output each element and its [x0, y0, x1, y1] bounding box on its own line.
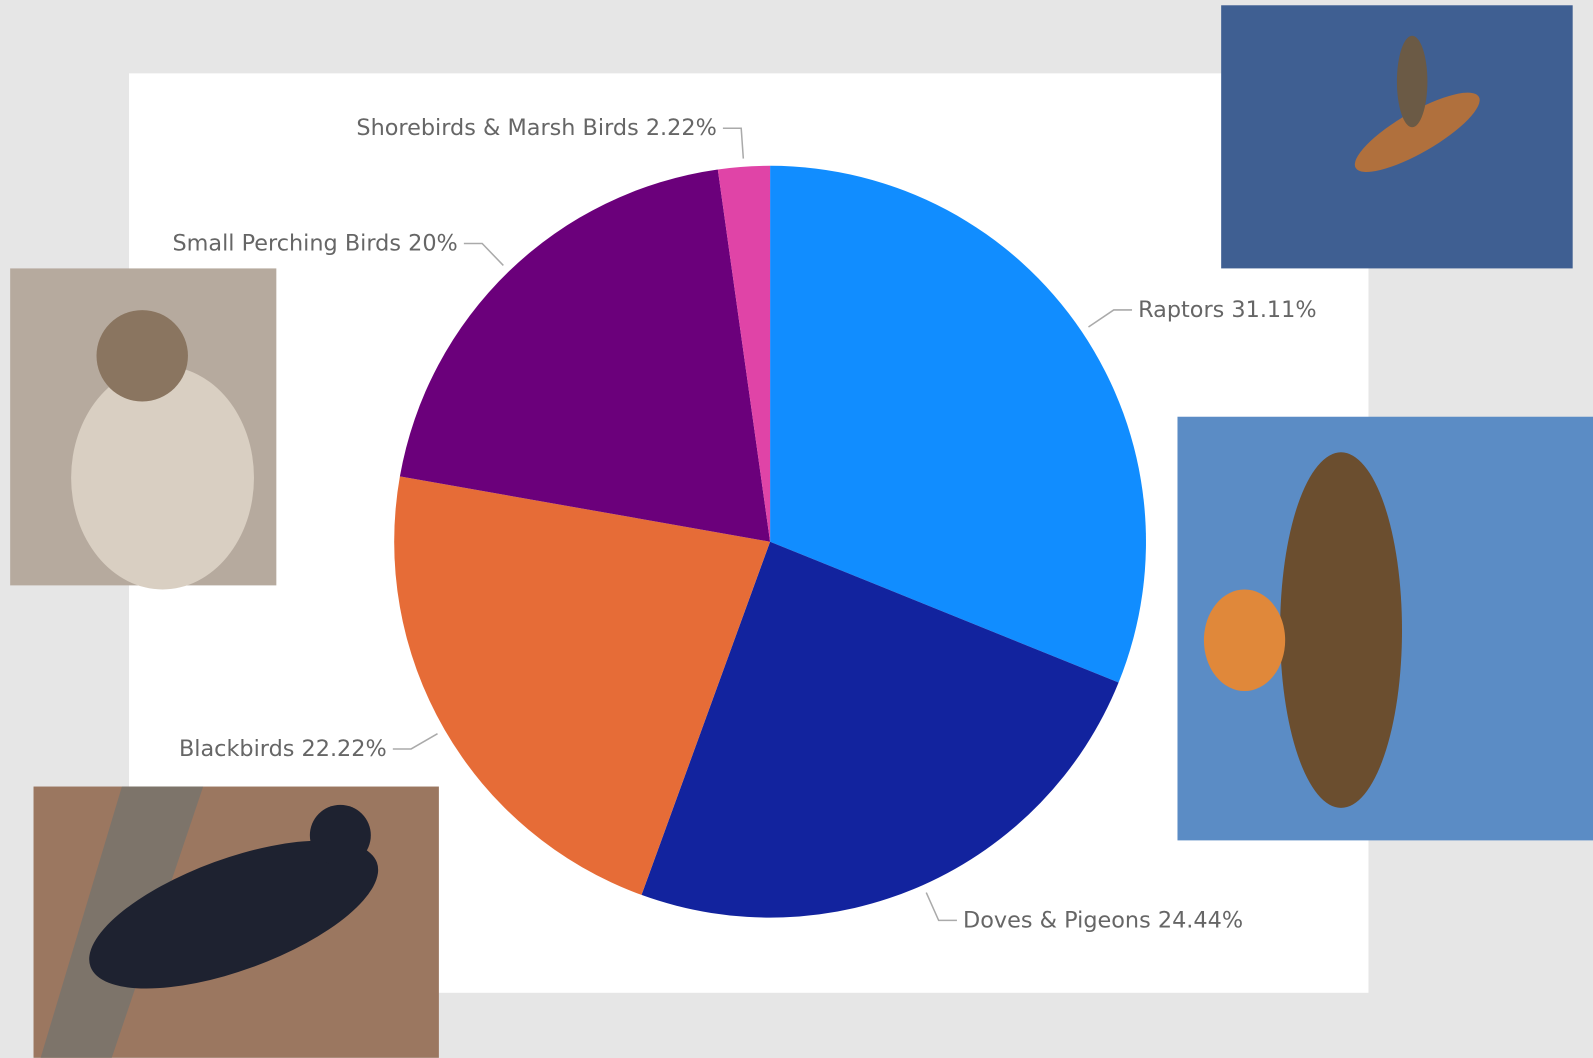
label-value: 2.22%: [646, 115, 717, 141]
label-space: [401, 230, 408, 256]
label-category: Doves & Pigeons: [963, 907, 1151, 933]
label-category: Small Perching Birds: [172, 230, 401, 256]
label-space: [1224, 296, 1231, 322]
photo-kestrel: [1221, 5, 1573, 269]
leader-line: [925, 892, 957, 922]
pie-slice: [394, 476, 771, 895]
leader-line: [392, 733, 438, 750]
photo-sparrow: [10, 268, 277, 590]
data-label: Doves & Pigeons 24.44%: [963, 907, 1243, 933]
label-category: Raptors: [1138, 296, 1224, 322]
leader-line: [722, 127, 745, 159]
label-value: 20%: [408, 230, 458, 256]
pie-slice: [717, 165, 771, 542]
label-space: [1151, 907, 1158, 933]
label-space: [294, 735, 301, 761]
data-label: Shorebirds & Marsh Birds 2.22%: [356, 115, 716, 141]
pie: [394, 165, 1146, 918]
pie-slice: [770, 165, 1146, 683]
label-value: 22.22%: [302, 735, 387, 761]
label-value: 24.44%: [1158, 907, 1243, 933]
label-category: Shorebirds & Marsh Birds: [356, 115, 638, 141]
label-space: [639, 115, 646, 141]
labels: Raptors 31.11% Doves & Pigeons 24.44% Blac…: [172, 115, 1316, 933]
label-category: Blackbirds: [179, 735, 294, 761]
pie-slice: [641, 541, 1119, 918]
data-label: Raptors 31.11%: [1138, 296, 1316, 322]
data-label: Small Perching Birds 20%: [172, 230, 457, 256]
pie-slice: [399, 169, 771, 542]
data-label: Blackbirds 22.22%: [179, 735, 387, 761]
photo-hawk: [1177, 416, 1593, 841]
leader-line: [463, 242, 504, 266]
label-value: 31.11%: [1231, 296, 1316, 322]
photo-crow: [33, 786, 439, 1058]
leader-line: [1088, 309, 1133, 328]
